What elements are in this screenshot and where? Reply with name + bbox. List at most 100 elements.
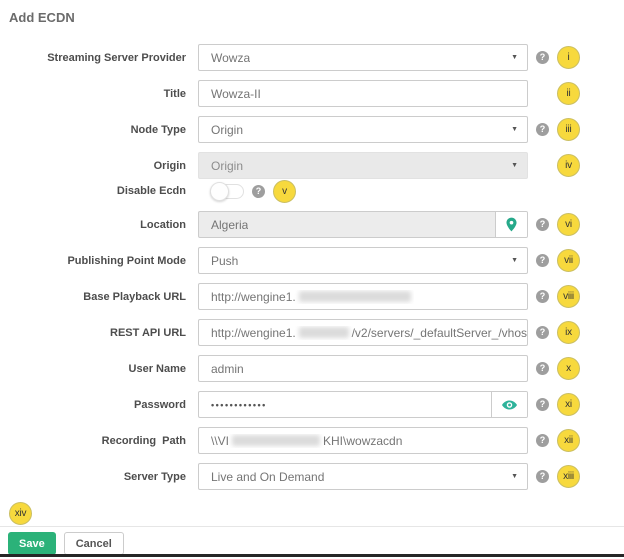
form-row-title: Title Wowza-II ii [0, 80, 624, 107]
select-value: Wowza [211, 50, 251, 65]
node-type-select[interactable]: Origin ▼ [198, 116, 528, 143]
url-prefix: http://wengine1. [211, 325, 296, 340]
select-value: Origin [211, 158, 244, 173]
field-label: Origin [153, 159, 186, 172]
server-type-select[interactable]: Live and On Demand ▼ [198, 463, 528, 490]
field-label: Location [140, 218, 186, 231]
field-label: Publishing Point Mode [67, 254, 186, 267]
select-value: Live and On Demand [211, 469, 325, 484]
annotation-badge-v: v [273, 179, 296, 203]
add-ecdn-form: Streaming Server Provider Wowza ▼ ? i Ti… [0, 44, 624, 499]
field-label: Title [163, 87, 186, 100]
publishing-point-mode-select[interactable]: Push ▼ [198, 247, 528, 274]
input-value: Wowza-II [211, 86, 261, 101]
input-value: http://wengine1. /v2/servers/_defaultSer… [199, 326, 527, 340]
help-icon[interactable]: ? [536, 434, 549, 447]
recording-path-input[interactable]: \\VI KHI\wowzacdn [198, 427, 528, 454]
streaming-server-provider-select[interactable]: Wowza ▼ [198, 44, 528, 71]
annotation-badge-x: x [557, 357, 580, 380]
help-icon[interactable]: ? [536, 218, 549, 231]
location-pin-button[interactable] [495, 212, 527, 237]
form-row-base-playback-url: Base Playback URL http://wengine1. ? vii… [0, 283, 624, 310]
user-name-input[interactable]: admin [198, 355, 528, 382]
input-value: admin [211, 361, 244, 376]
annotation-badge-xi: xi [557, 393, 580, 416]
annotation-badge-ii: ii [557, 82, 580, 105]
chevron-down-icon: ▼ [511, 257, 518, 264]
url-prefix: http://wengine1. [211, 289, 296, 304]
path-suffix: KHI\wowzacdn [323, 433, 403, 448]
redacted-text [232, 435, 321, 446]
panel-bottom-border [0, 554, 624, 557]
field-label: User Name [128, 362, 186, 375]
form-row-recording-path: Recording Path \\VI KHI\wowzacdn ? xii [0, 427, 624, 454]
form-row-publishing-point-mode: Publishing Point Mode Push ▼ ? vii [0, 247, 624, 274]
origin-select: Origin ▼ [198, 152, 528, 179]
help-icon[interactable]: ? [536, 290, 549, 303]
help-icon[interactable]: ? [536, 254, 549, 267]
field-label: Disable Ecdn [116, 185, 186, 197]
page-title: Add ECDN [9, 10, 75, 25]
help-icon[interactable]: ? [536, 470, 549, 483]
footer-divider [0, 526, 624, 527]
path-prefix: \\VI [211, 433, 230, 448]
form-footer: Save Cancel [8, 532, 124, 555]
location-input: Algeria [198, 211, 528, 238]
annotation-badge-iv: iv [557, 154, 580, 177]
help-icon[interactable]: ? [536, 362, 549, 375]
help-icon[interactable]: ? [252, 184, 265, 198]
chevron-down-icon: ▼ [511, 126, 518, 133]
annotation-badge-ix: ix [557, 321, 580, 344]
form-row-server-type: Server Type Live and On Demand ▼ ? xiii [0, 463, 624, 490]
password-reveal-button[interactable] [491, 392, 527, 417]
annotation-badge-viii: viii [557, 285, 580, 308]
input-value: http://wengine1. [199, 290, 414, 304]
annotation-badge-vi: vi [557, 213, 580, 236]
form-row-password: Password •••••••••••• ? xi [0, 391, 624, 418]
save-button[interactable]: Save [8, 532, 56, 555]
form-row-location: Location Algeria ? vi [0, 211, 624, 238]
field-label: Recording Path [101, 434, 186, 447]
help-icon[interactable]: ? [536, 123, 549, 136]
eye-icon [502, 400, 517, 409]
annotation-badge-xiv: xiv [9, 502, 32, 525]
base-playback-url-input[interactable]: http://wengine1. [198, 283, 528, 310]
annotation-badge-i: i [557, 46, 580, 69]
annotation-badge-iii: iii [557, 118, 580, 141]
form-row-user-name: User Name admin ? x [0, 355, 624, 382]
disable-ecdn-toggle[interactable] [210, 181, 244, 201]
input-value: Algeria [211, 217, 249, 232]
title-input[interactable]: Wowza-II [198, 80, 528, 107]
field-label: Streaming Server Provider [47, 51, 186, 64]
form-row-disable-ecdn: Disable Ecdn ? v [0, 179, 624, 203]
chevron-down-icon: ▼ [511, 162, 518, 169]
toggle-knob [210, 181, 229, 201]
form-row-origin: Origin Origin ▼ iv [0, 152, 624, 179]
select-value: Origin [211, 122, 244, 137]
field-label: Node Type [130, 123, 186, 136]
field-label: Password [134, 398, 186, 411]
annotation-badge-xii: xii [557, 429, 580, 452]
help-icon[interactable]: ? [536, 51, 549, 64]
field-label: Server Type [123, 470, 186, 483]
annotation-badge-vii: vii [557, 249, 580, 272]
chevron-down-icon: ▼ [511, 54, 518, 61]
chevron-down-icon: ▼ [511, 473, 518, 480]
rest-api-url-input[interactable]: http://wengine1. /v2/servers/_defaultSer… [198, 319, 528, 346]
annotation-badge-xiii: xiii [557, 465, 580, 488]
form-row-streaming-server-provider: Streaming Server Provider Wowza ▼ ? i [0, 44, 624, 71]
url-suffix: /v2/servers/_defaultServer_/vhos [351, 325, 527, 340]
field-label: Base Playback URL [83, 290, 186, 303]
select-value: Push [211, 253, 239, 268]
location-pin-icon [506, 217, 517, 232]
input-value: \\VI KHI\wowzacdn [199, 434, 402, 448]
redacted-text [298, 291, 411, 302]
cancel-button[interactable]: Cancel [63, 532, 124, 555]
password-masked-value: •••••••••••• [211, 399, 267, 410]
form-row-node-type: Node Type Origin ▼ ? iii [0, 116, 624, 143]
help-icon[interactable]: ? [536, 398, 549, 411]
form-row-rest-api-url: REST API URL http://wengine1. /v2/server… [0, 319, 624, 346]
help-icon[interactable]: ? [536, 326, 549, 339]
redacted-text [298, 327, 349, 338]
password-input[interactable]: •••••••••••• [198, 391, 528, 418]
